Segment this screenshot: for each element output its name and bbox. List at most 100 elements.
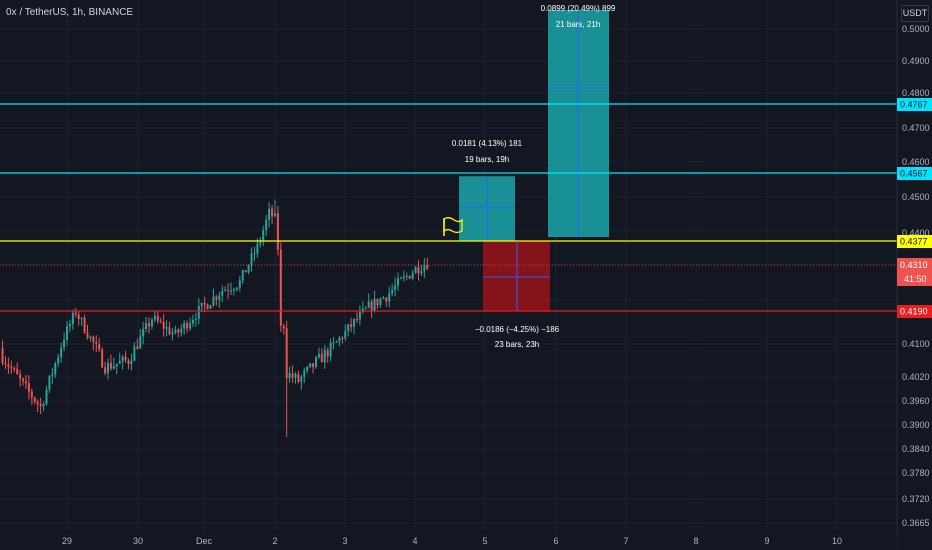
candle-body (408, 275, 411, 279)
candle-body (89, 336, 92, 338)
candle-body (423, 265, 426, 272)
candle-body (215, 296, 218, 300)
candle-body (402, 276, 405, 278)
candle-body (60, 347, 63, 358)
candle-body (148, 323, 151, 327)
candle-body (142, 328, 145, 337)
price-tick-label: 0.3665 (902, 518, 930, 528)
price-level-tag-label: 0.4190 (900, 307, 928, 317)
candle-body (344, 330, 347, 339)
candle-body (282, 325, 285, 329)
candle-body (121, 356, 124, 362)
candle-body (350, 324, 353, 327)
position-tools[interactable]: 0.0181 (4.13%) 181 19 bars, 19h 0.0899 (20… (452, 4, 616, 349)
candle-body (353, 319, 356, 327)
candle-body (13, 368, 16, 370)
candle-body (33, 397, 36, 402)
price-axis[interactable]: 0.5000 0.4900 0.4800 0.4700 0.4600 0.4500 0.44… (896, 0, 932, 550)
candle-body (259, 240, 262, 244)
candle-body (227, 289, 230, 291)
candle-body (291, 373, 294, 378)
candle-body (396, 278, 399, 286)
candle-body (250, 253, 253, 266)
time-tick-label: 6 (553, 536, 558, 546)
candle-body (414, 267, 417, 274)
candle-body (127, 360, 130, 365)
currency-button[interactable]: USDT (901, 5, 929, 22)
time-tick-label: 7 (623, 536, 628, 546)
candle-body (92, 336, 95, 343)
candle-body (189, 323, 192, 329)
candle-body (338, 337, 341, 342)
target-2-bars-label: 21 bars, 21h (556, 20, 600, 29)
candle-body (388, 293, 391, 302)
price-level-tag[interactable] (897, 305, 932, 318)
candle-body (317, 353, 320, 358)
candle-body (285, 328, 288, 379)
candle-body (57, 357, 60, 364)
candle-body (130, 360, 133, 365)
candle-body (112, 366, 115, 369)
candle-body (153, 315, 156, 320)
price-level-tag[interactable] (897, 235, 932, 248)
candle-body (221, 290, 224, 296)
time-axis-bg (0, 530, 897, 550)
candle-body (186, 322, 189, 329)
current-price-tag[interactable] (897, 258, 932, 286)
price-level-tag[interactable] (897, 167, 932, 180)
candle-body (300, 376, 303, 382)
candle-body (326, 350, 329, 357)
candle-body (101, 349, 104, 368)
countdown-label: 41:50 (904, 274, 927, 284)
candle-body (4, 362, 7, 365)
price-tick-label: 0.4700 (902, 123, 930, 133)
horizontal-level-lines[interactable] (0, 103, 897, 312)
candle-body (271, 208, 274, 217)
price-tick-label: 0.4400 (902, 228, 930, 238)
flag-icon[interactable] (443, 217, 463, 236)
candle-body (22, 378, 25, 382)
candle-body (63, 339, 66, 348)
target-1-bars-label: 19 bars, 19h (465, 155, 509, 164)
candle-body (268, 208, 271, 220)
candle-body (373, 298, 376, 311)
candle-body (312, 363, 315, 368)
time-tick-label: 30 (133, 536, 143, 546)
time-tick-label: Dec (196, 536, 213, 546)
time-axis[interactable]: 29 30 Dec 2 3 4 5 6 7 8 9 10 (0, 530, 897, 550)
candle-body (370, 301, 373, 311)
candle-body (238, 280, 241, 288)
candle-body (51, 374, 54, 376)
price-level-tag[interactable] (897, 98, 932, 111)
time-tick-label: 9 (764, 536, 769, 546)
candle-body (36, 401, 39, 405)
candle-body (1, 348, 4, 363)
candle-body (197, 305, 200, 319)
price-tick-label: 0.4500 (902, 192, 930, 202)
flag-cloth (443, 217, 463, 234)
price-tick-label: 0.3780 (902, 468, 930, 478)
time-tick-label: 29 (62, 536, 72, 546)
price-tick-label: 0.4100 (902, 339, 930, 349)
candle-body (294, 374, 297, 378)
candle-body (95, 342, 98, 345)
candle-body (347, 324, 350, 331)
time-tick-label: 3 (342, 536, 347, 546)
candle-body (19, 374, 22, 379)
candle-body (399, 277, 402, 279)
candle-body (306, 366, 309, 371)
candle-body (355, 319, 358, 321)
candle-body (74, 312, 77, 315)
candle-body (332, 342, 335, 344)
risk-label: −0.0186 (−4.25%) −186 (475, 325, 560, 334)
candle-body (303, 370, 306, 377)
candle-body (391, 289, 394, 294)
candle-body (253, 253, 256, 255)
candle-body (323, 350, 326, 363)
candle-body (139, 336, 142, 349)
candle-body (109, 362, 112, 369)
candle-body (206, 304, 209, 309)
candle-body (191, 320, 194, 324)
